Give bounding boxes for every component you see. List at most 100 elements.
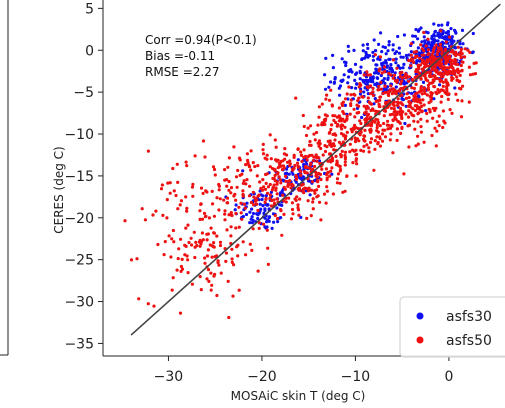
point-asfs50 [205, 232, 209, 236]
point-asfs50 [223, 218, 227, 222]
point-asfs50 [303, 186, 307, 190]
point-asfs30 [233, 208, 237, 212]
point-asfs50 [467, 100, 471, 104]
point-asfs50 [318, 172, 322, 176]
point-asfs50 [422, 62, 426, 66]
point-asfs30 [403, 121, 407, 126]
point-asfs50 [170, 237, 174, 241]
point-asfs50 [227, 156, 231, 160]
point-asfs30 [349, 68, 353, 72]
point-asfs50 [358, 133, 362, 137]
point-asfs50 [216, 260, 220, 265]
point-asfs30 [324, 56, 328, 61]
point-asfs50 [363, 128, 367, 132]
point-asfs50 [439, 71, 443, 75]
point-asfs50 [371, 86, 375, 90]
point-asfs50 [229, 191, 233, 195]
point-asfs50 [444, 91, 448, 96]
point-asfs30 [331, 66, 335, 70]
point-asfs30 [372, 38, 376, 42]
point-asfs50 [278, 162, 282, 166]
point-asfs50 [363, 118, 367, 122]
point-asfs30 [256, 216, 260, 221]
point-asfs50 [316, 179, 320, 183]
point-asfs50 [422, 86, 427, 90]
point-asfs50 [311, 197, 315, 201]
point-asfs50 [320, 102, 324, 106]
point-asfs30 [397, 51, 402, 55]
point-asfs50 [203, 215, 207, 219]
point-asfs50 [466, 48, 470, 52]
point-asfs50 [426, 48, 430, 52]
point-asfs50 [467, 65, 471, 69]
point-asfs50 [212, 241, 216, 245]
point-asfs50 [293, 163, 297, 168]
point-asfs50 [335, 124, 339, 128]
point-asfs30 [370, 78, 374, 82]
point-asfs50 [443, 66, 447, 70]
point-asfs50 [275, 182, 279, 186]
point-asfs50 [339, 153, 343, 157]
point-asfs50 [268, 133, 272, 137]
point-asfs50 [244, 182, 248, 186]
point-asfs50 [414, 144, 418, 148]
point-asfs50 [230, 247, 234, 251]
y-tick-label: −15 [64, 169, 94, 185]
point-asfs50 [383, 135, 388, 139]
point-asfs50 [415, 104, 419, 108]
point-asfs50 [354, 138, 358, 142]
point-asfs50 [199, 186, 204, 190]
point-asfs30 [327, 85, 331, 89]
point-asfs30 [379, 31, 383, 35]
point-asfs50 [311, 159, 315, 163]
point-asfs50 [184, 160, 188, 164]
point-asfs30 [441, 30, 445, 35]
point-asfs50 [378, 55, 383, 59]
point-asfs50 [311, 200, 315, 204]
point-asfs50 [394, 117, 398, 121]
point-asfs30 [248, 221, 252, 225]
point-asfs30 [450, 35, 454, 39]
x-axis-label: MOSAiC skin T (deg C) [231, 389, 366, 403]
point-asfs30 [393, 51, 397, 56]
point-asfs30 [470, 51, 474, 55]
point-asfs30 [453, 28, 457, 32]
point-asfs30 [436, 31, 440, 35]
y-tick-label: −30 [64, 295, 94, 311]
point-asfs50 [379, 95, 383, 99]
point-asfs50 [245, 178, 249, 182]
point-asfs50 [302, 124, 306, 129]
point-asfs50 [338, 116, 342, 120]
point-asfs50 [226, 279, 230, 283]
point-asfs50 [445, 89, 449, 93]
point-asfs50 [288, 179, 292, 183]
point-asfs50 [375, 109, 379, 114]
point-asfs50 [233, 192, 237, 196]
point-asfs50 [423, 73, 427, 77]
axis-ticks: −30 −20 −10 0 5 0 −5 −10 −15 −20 −25 −30 −35 [64, 1, 453, 385]
point-asfs50 [454, 53, 458, 57]
reference-line [130, 3, 501, 336]
point-asfs50 [383, 128, 387, 132]
point-asfs30 [433, 38, 437, 42]
point-asfs50 [343, 160, 347, 164]
point-asfs50 [369, 137, 374, 141]
point-asfs50 [180, 257, 184, 261]
point-asfs50 [286, 184, 290, 188]
point-asfs50 [363, 139, 367, 143]
point-asfs50 [428, 81, 432, 85]
point-asfs50 [459, 115, 464, 119]
point-asfs50 [373, 147, 377, 151]
point-asfs50 [367, 146, 371, 150]
point-asfs50 [427, 70, 432, 74]
point-asfs50 [190, 282, 194, 286]
point-asfs30 [250, 207, 254, 211]
point-asfs50 [255, 202, 259, 206]
point-asfs30 [414, 27, 418, 32]
point-asfs50 [324, 167, 328, 171]
point-asfs30 [276, 220, 280, 224]
point-asfs30 [308, 193, 312, 197]
point-asfs50 [426, 52, 430, 57]
point-asfs50 [245, 152, 249, 156]
point-asfs50 [193, 245, 197, 249]
